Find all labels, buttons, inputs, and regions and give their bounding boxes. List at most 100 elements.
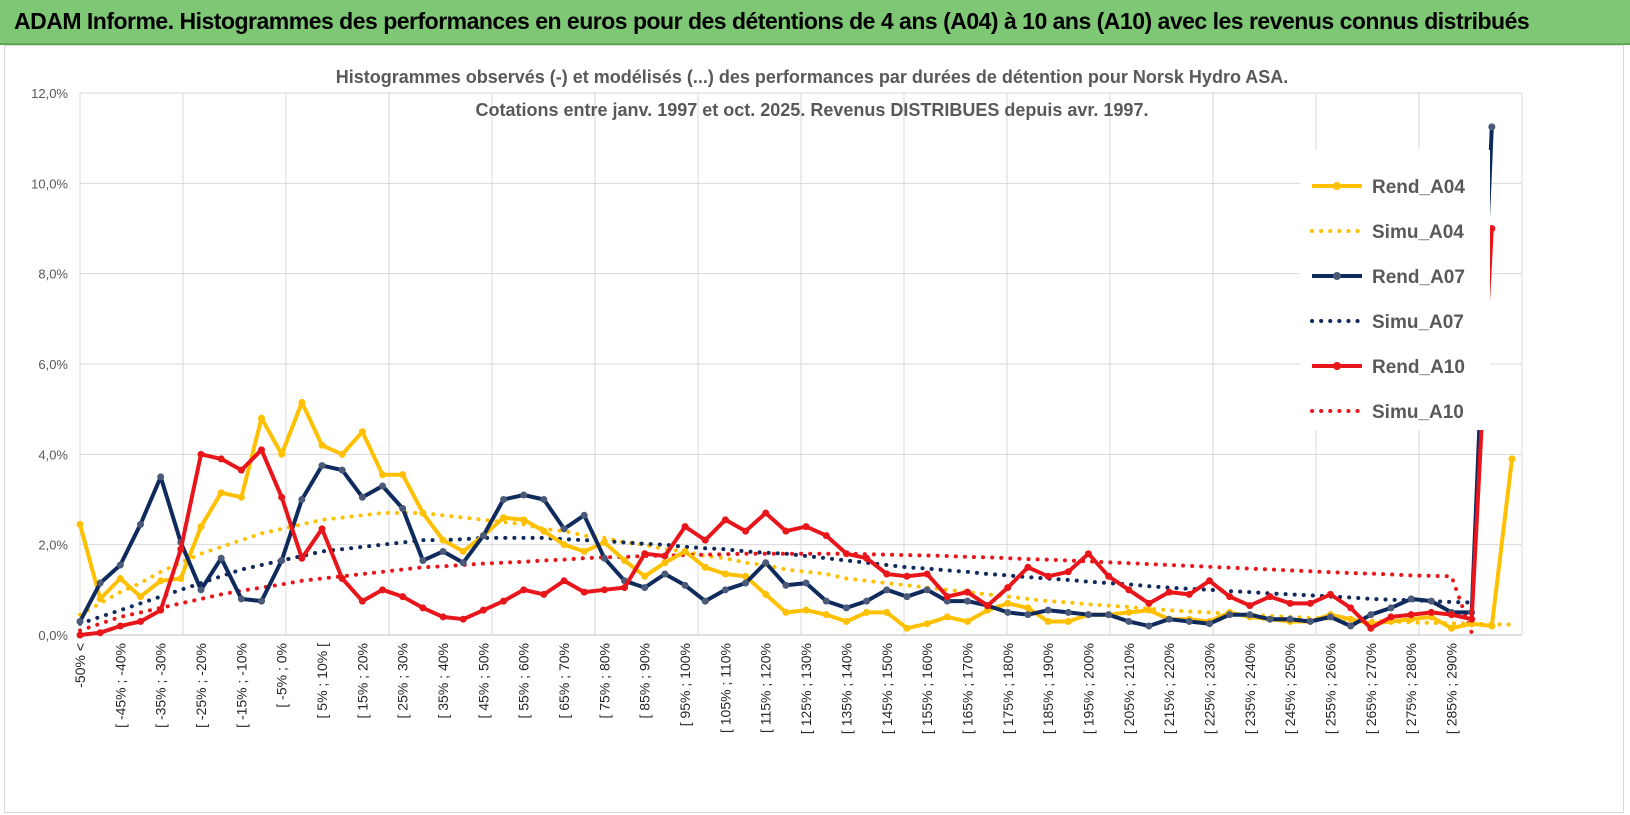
data-point bbox=[782, 608, 790, 616]
data-point bbox=[358, 493, 366, 501]
data-point bbox=[762, 509, 770, 517]
x-tick-label: [ 255% ; 260% bbox=[1322, 643, 1338, 734]
legend-label: Simu_A04 bbox=[1372, 222, 1464, 243]
data-point bbox=[742, 527, 750, 535]
data-point bbox=[600, 538, 608, 546]
x-tick-label: [ 115% ; 120% bbox=[758, 643, 774, 733]
data-point bbox=[1306, 617, 1314, 625]
data-point bbox=[943, 613, 951, 621]
data-point bbox=[197, 586, 205, 594]
data-point bbox=[399, 471, 407, 479]
data-point bbox=[782, 581, 790, 589]
legend-marker bbox=[1333, 272, 1341, 280]
x-tick-label: [ 265% ; 270% bbox=[1363, 643, 1379, 734]
legend-label: Rend_A04 bbox=[1372, 177, 1465, 198]
data-point bbox=[298, 398, 306, 406]
data-point bbox=[258, 597, 266, 605]
data-point bbox=[338, 466, 346, 474]
data-point bbox=[1427, 597, 1435, 605]
data-point bbox=[1447, 624, 1455, 632]
x-tick-label: [ 55% ; 60% bbox=[516, 643, 532, 719]
legend-item: Rend_A04 bbox=[1312, 177, 1465, 198]
data-point bbox=[419, 556, 427, 564]
chart-legend: Rend_A04 Simu_A04 Rend_A07 Simu_A07 Rend_A10… bbox=[1300, 150, 1490, 430]
data-point bbox=[76, 520, 84, 528]
data-point bbox=[1084, 611, 1092, 619]
data-point bbox=[762, 590, 770, 598]
data-point bbox=[1064, 608, 1072, 616]
x-tick-label: [ 45% ; 50% bbox=[475, 643, 491, 719]
data-point bbox=[742, 579, 750, 587]
data-point bbox=[399, 593, 407, 601]
data-point bbox=[923, 586, 931, 594]
data-point bbox=[600, 554, 608, 562]
data-point bbox=[1326, 590, 1334, 598]
report-title: ADAM Informe. Histogrammes des performan… bbox=[14, 8, 1530, 34]
y-tick-label: 6,0% bbox=[38, 357, 68, 372]
data-point bbox=[721, 570, 729, 578]
data-point bbox=[1044, 572, 1052, 580]
data-point bbox=[1024, 563, 1032, 571]
x-tick-label: [ 285% ; 290% bbox=[1443, 643, 1459, 734]
data-point bbox=[540, 527, 548, 535]
data-point bbox=[459, 615, 467, 623]
data-point bbox=[1266, 615, 1274, 623]
data-point bbox=[1105, 611, 1113, 619]
data-point bbox=[439, 536, 447, 544]
data-point bbox=[177, 545, 185, 553]
x-tick-label: [ 85% ; 90% bbox=[637, 643, 653, 719]
data-point bbox=[1266, 593, 1274, 601]
data-point bbox=[742, 572, 750, 580]
data-point bbox=[1165, 588, 1173, 596]
data-point bbox=[96, 595, 104, 603]
x-tick-label: [ 125% ; 130% bbox=[798, 643, 814, 734]
y-tick-label: 10,0% bbox=[31, 176, 68, 191]
x-tick-label: [ 155% ; 160% bbox=[919, 643, 935, 734]
data-point bbox=[137, 617, 145, 625]
data-point bbox=[439, 613, 447, 621]
data-point bbox=[237, 493, 245, 501]
data-point bbox=[1145, 622, 1153, 630]
data-point bbox=[1024, 604, 1032, 612]
data-point bbox=[1205, 620, 1213, 628]
y-tick-label: 0,0% bbox=[38, 628, 68, 643]
legend-item: Rend_A10 bbox=[1312, 357, 1465, 378]
data-point bbox=[842, 604, 850, 612]
x-tick-label: [ -25% ; -20% bbox=[193, 643, 209, 728]
data-point bbox=[1468, 615, 1476, 623]
data-point bbox=[802, 523, 810, 531]
data-point bbox=[1347, 604, 1355, 612]
data-point bbox=[1004, 599, 1012, 607]
data-point bbox=[963, 588, 971, 596]
data-point bbox=[641, 584, 649, 592]
data-point bbox=[1508, 455, 1516, 463]
data-point bbox=[439, 547, 447, 555]
data-point bbox=[580, 588, 588, 596]
data-point bbox=[379, 482, 387, 490]
data-point bbox=[116, 622, 124, 630]
x-tick-label: [ 35% ; 40% bbox=[435, 643, 451, 719]
data-point bbox=[459, 547, 467, 555]
legend-item: Simu_A07 bbox=[1310, 312, 1464, 333]
data-point bbox=[883, 608, 891, 616]
x-tick-label: [ 215% ; 220% bbox=[1161, 643, 1177, 734]
legend-item: Rend_A07 bbox=[1312, 267, 1465, 288]
series-line-simu-a07 bbox=[78, 535, 1474, 626]
data-point bbox=[520, 586, 528, 594]
data-point bbox=[157, 606, 165, 614]
data-point bbox=[338, 575, 346, 583]
data-point bbox=[641, 572, 649, 580]
data-point bbox=[923, 620, 931, 628]
data-point bbox=[278, 493, 286, 501]
data-point bbox=[701, 563, 709, 571]
x-tick-label: [ 145% ; 150% bbox=[879, 643, 895, 734]
data-point bbox=[1185, 617, 1193, 625]
data-point bbox=[903, 593, 911, 601]
x-tick-label: [ 95% ; 100% bbox=[677, 643, 693, 726]
data-point bbox=[721, 516, 729, 524]
data-point bbox=[580, 547, 588, 555]
x-tick-label: [ 5% ; 10% [ bbox=[314, 643, 330, 719]
data-point bbox=[1145, 599, 1153, 607]
data-point bbox=[237, 466, 245, 474]
legend-label: Simu_A07 bbox=[1372, 312, 1464, 333]
